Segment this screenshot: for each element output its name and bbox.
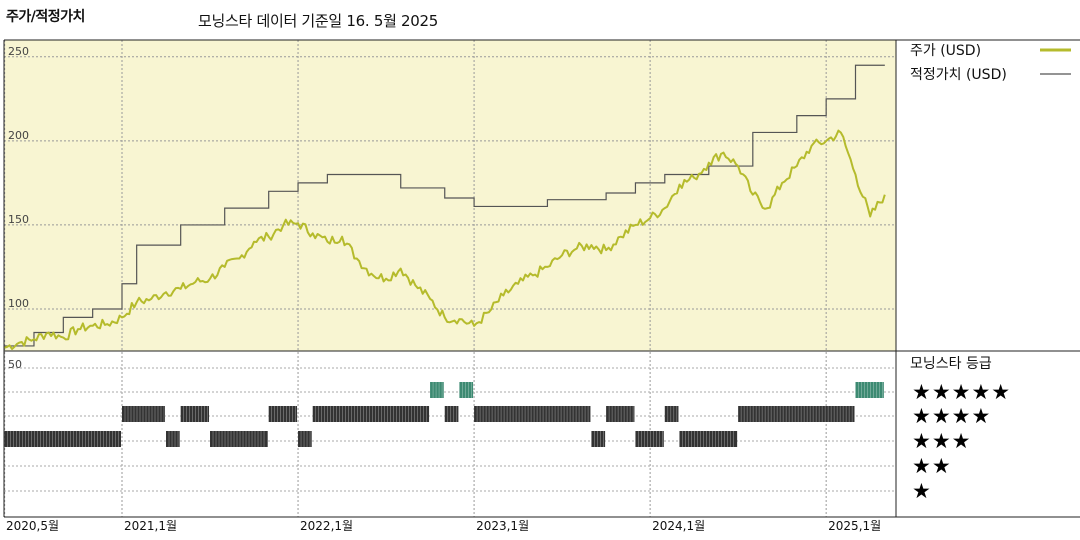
- rating-bar: [4, 431, 122, 447]
- rating-legend-title: 모닝스타 등급: [910, 356, 992, 372]
- y-tick-label: 200: [8, 129, 29, 142]
- y-tick-label: 250: [8, 45, 29, 58]
- rating-bar: [444, 406, 459, 422]
- rating-bars: [4, 382, 884, 447]
- rating-bar: [606, 406, 635, 422]
- price-y-axis: 100 150 200 250: [8, 45, 29, 310]
- rating-bar: [679, 431, 738, 447]
- legend-price-label: 주가 (USD): [910, 43, 981, 59]
- rating-bar: [166, 431, 180, 447]
- rating-bar: [474, 406, 591, 422]
- three-star-row-label: ★★★: [912, 429, 971, 453]
- rating-bar: [855, 382, 884, 398]
- price-line: [4, 129, 886, 350]
- x-tick-label: 2024,1월: [652, 519, 705, 533]
- x-tick-label: 2022,1월: [300, 519, 353, 533]
- fair-value-line: [4, 64, 885, 347]
- chart-title: 주가/적정가치: [6, 9, 85, 25]
- x-tick-label: 2023,1월: [476, 519, 529, 533]
- rating-bar: [459, 382, 474, 398]
- x-axis: 2020,5월 2021,1월 2022,1월 2023,1월 2024,1월 2025,…: [6, 519, 881, 533]
- y-tick-label: 150: [8, 213, 29, 226]
- rating-bar: [738, 406, 855, 422]
- rating-bar: [298, 431, 312, 447]
- rating-bar: [591, 431, 606, 447]
- rating-bar: [635, 431, 664, 447]
- x-tick-label: 2021,1월: [124, 519, 177, 533]
- rating-panel-background: [4, 351, 896, 517]
- rating-bar: [180, 406, 210, 422]
- x-tick-label: 2020,5월: [6, 519, 59, 533]
- rating-bar: [430, 382, 444, 398]
- rating-bar: [664, 406, 679, 422]
- data-date-label: 모닝스타 데이터 기준일 16. 5월 2025: [198, 12, 439, 30]
- rating-y-tick-label: 50: [8, 358, 22, 371]
- rating-bar: [268, 406, 298, 422]
- rating-bar: [210, 431, 268, 447]
- y-tick-label: 100: [8, 297, 29, 310]
- price-panel-background: [4, 40, 896, 351]
- five-star-row-label: ★★★★★: [912, 380, 1011, 404]
- one-star-row-label: ★: [912, 479, 932, 503]
- rating-bar: [122, 406, 166, 422]
- two-star-row-label: ★★: [912, 454, 952, 478]
- four-star-row-label: ★★★★: [912, 404, 991, 428]
- legend-fair-value-label: 적정가치 (USD): [910, 67, 1007, 83]
- rating-bar: [312, 406, 430, 422]
- x-tick-label: 2025,1월: [828, 519, 881, 533]
